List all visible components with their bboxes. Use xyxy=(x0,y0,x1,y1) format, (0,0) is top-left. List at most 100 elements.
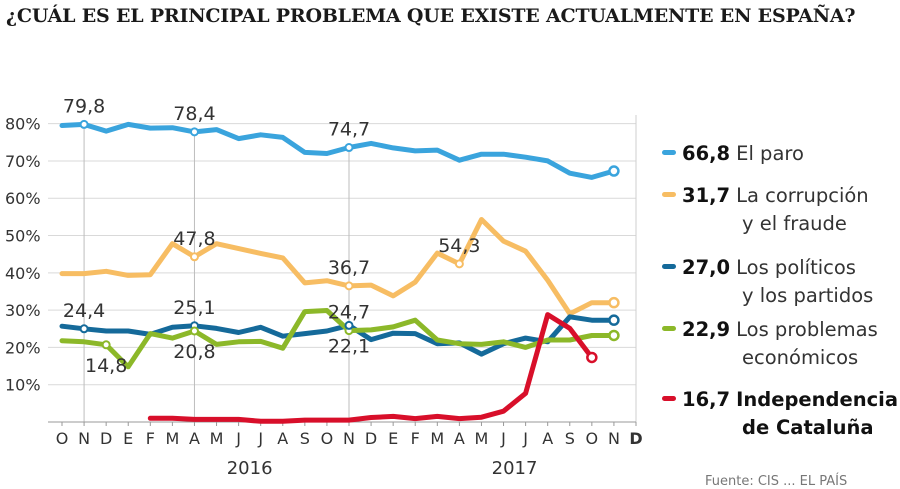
legend-item: 66,8 El paro xyxy=(662,140,804,168)
legend-label: Los políticos xyxy=(736,256,856,279)
y-tick-label: 30% xyxy=(5,301,41,320)
x-tick-label: N xyxy=(343,429,355,448)
legend-swatch xyxy=(662,192,676,197)
legend-label: Los problemas xyxy=(736,318,878,341)
annotation-marker xyxy=(79,119,89,129)
value-label: 25,1 xyxy=(173,297,215,319)
y-tick-label: 60% xyxy=(5,189,41,208)
markers xyxy=(79,119,620,364)
x-tick-label: M xyxy=(475,429,489,448)
y-tick-label: 20% xyxy=(5,338,41,357)
x-tick-label: J xyxy=(257,429,263,448)
chart-title: ¿CUÁL ES EL PRINCIPAL PROBLEMA QUE EXIST… xyxy=(6,5,856,27)
series-end-marker xyxy=(586,351,598,364)
value-label: 78,4 xyxy=(173,103,215,125)
x-tick-label: J xyxy=(235,429,241,448)
legend-label: La corrupción xyxy=(736,184,869,207)
x-tick-label: A xyxy=(277,429,288,448)
legend-swatch xyxy=(662,150,676,155)
value-label: 22,1 xyxy=(328,335,370,357)
legend-item: 31,7 La corrupción y el fraude xyxy=(662,182,869,238)
annotation-marker xyxy=(344,320,354,330)
annotation-marker xyxy=(344,143,354,153)
legend-value: 31,7 xyxy=(682,184,731,207)
series-end-marker xyxy=(608,314,620,326)
y-tick-label: 80% xyxy=(5,115,41,134)
x-tick-label: F xyxy=(411,429,420,448)
y-tick-label: 40% xyxy=(5,264,41,283)
annotation-marker xyxy=(189,252,199,262)
x-tick-label: O xyxy=(586,429,599,448)
series-end-marker xyxy=(608,296,620,309)
x-tick-label: N xyxy=(608,429,620,448)
value-label: 20,8 xyxy=(173,341,215,363)
x-tick-label: M xyxy=(210,429,224,448)
value-label: 36,7 xyxy=(328,257,370,279)
y-axis: 10% 20% 30% 40% 50% 60% 70% 80% xyxy=(5,115,41,395)
legend-swatch xyxy=(662,396,676,401)
x-tick-label: D xyxy=(365,429,377,448)
legend-label-line2: y los partidos xyxy=(742,284,874,307)
series-lines xyxy=(59,121,617,424)
legend-label-line2: económicos xyxy=(742,346,859,369)
series-line-1 xyxy=(59,217,617,317)
value-label: 47,8 xyxy=(173,228,215,250)
year-label: 2017 xyxy=(492,458,538,479)
x-tick-label: S xyxy=(565,429,575,448)
legend-value: 16,7 xyxy=(682,388,731,411)
legend-value: 27,0 xyxy=(682,256,731,279)
series-line-3 xyxy=(59,308,617,370)
x-tick-label: A xyxy=(189,429,200,448)
legend-value: 22,9 xyxy=(682,318,731,341)
y-tick-label: 10% xyxy=(5,376,41,395)
annotation-marker xyxy=(454,259,464,269)
x-tick-label: J xyxy=(500,429,506,448)
x-tick-label: E xyxy=(123,429,133,448)
legend-value: 66,8 xyxy=(682,142,731,165)
value-label: 74,7 xyxy=(328,119,370,141)
x-tick-label: N xyxy=(78,429,90,448)
legend-label: El paro xyxy=(736,142,804,165)
annotation-marker xyxy=(189,127,199,137)
annotation-marker xyxy=(189,326,199,336)
legend-label-line2: y el fraude xyxy=(742,212,847,235)
value-label: 24,7 xyxy=(328,302,370,324)
x-tick-label: F xyxy=(146,429,155,448)
value-label: 24,4 xyxy=(63,300,105,322)
value-label: 54,3 xyxy=(438,235,480,257)
legend-swatch xyxy=(662,326,676,331)
legend-label-line2: de Cataluña xyxy=(742,416,874,439)
x-tick-label: O xyxy=(321,429,334,448)
value-label: 79,8 xyxy=(63,95,105,117)
x-tick-label: D xyxy=(100,429,112,448)
annotation-marker xyxy=(79,324,89,334)
x-tick-label: A xyxy=(454,429,465,448)
legend-item: 27,0 Los políticos y los partidos xyxy=(662,254,873,310)
x-tick-label: O xyxy=(56,429,69,448)
x-tick-label: M xyxy=(165,429,179,448)
value-label: 14,8 xyxy=(85,355,127,377)
series-end-marker xyxy=(608,165,620,177)
x-tick-label: E xyxy=(388,429,398,448)
y-tick-label: 50% xyxy=(5,227,41,246)
series-line-4 xyxy=(147,312,595,424)
x-tick-label: D xyxy=(629,429,642,448)
x-tick-label: J xyxy=(522,429,528,448)
annotation-marker xyxy=(344,281,354,291)
legend-label: Independencia xyxy=(736,388,898,411)
annotations: 79,8 78,4 74,7 47,8 54,3 36,7 24,7 24,4 25,1 14,8… xyxy=(63,95,481,376)
source-note: Fuente: CIS ... EL PAÍS xyxy=(705,474,848,489)
legend-item: 22,9 Los problemas económicos xyxy=(662,316,878,372)
legend-swatch xyxy=(662,264,676,269)
y-tick-label: 70% xyxy=(5,152,41,171)
x-tick-label: M xyxy=(430,429,444,448)
series-line-0 xyxy=(59,121,617,180)
year-label: 2016 xyxy=(227,458,273,479)
x-tick-label: A xyxy=(542,429,553,448)
x-tick-label: S xyxy=(300,429,310,448)
legend-item: 16,7 Independencia de Cataluña xyxy=(662,386,898,442)
series-end-marker xyxy=(608,329,620,342)
annotation-marker xyxy=(101,340,111,350)
